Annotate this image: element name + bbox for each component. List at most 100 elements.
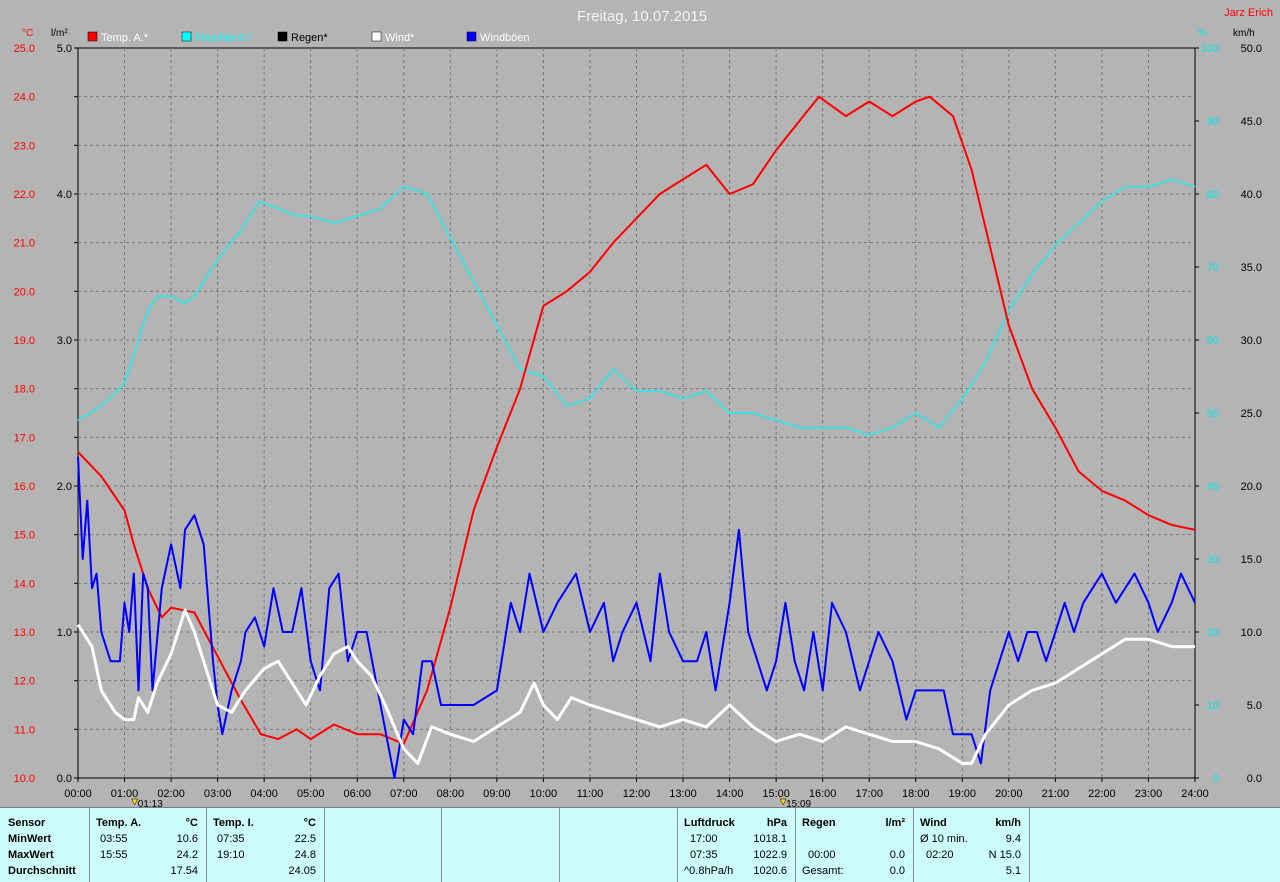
pressure-min-time: 17:00 (690, 833, 718, 845)
x-tick-label: 07:00 (390, 788, 418, 800)
temp-tick-label: 24.0 (14, 92, 35, 104)
weather-chart: Freitag, 10.07.2015 Jarz Erich °C l/m² %… (13, 7, 1273, 807)
hum-tick-label: 80 (1207, 189, 1219, 201)
wind-tick-label: 15.0 (1241, 554, 1262, 566)
x-tick-label: 08:00 (437, 788, 465, 800)
wind-header: Wind (920, 817, 947, 829)
temp-tick-label: 22.0 (14, 189, 35, 201)
series-line (77, 178, 1196, 436)
temp-i-min-time: 07:35 (217, 833, 245, 845)
hum-tick-label: 0 (1213, 773, 1219, 785)
wind-tick-label: 25.0 (1241, 408, 1262, 420)
temp-i-header: Temp. I. (213, 817, 254, 829)
temp-a-min-value: 10.6 (176, 833, 198, 845)
hum-tick-label: 50 (1207, 408, 1219, 420)
pressure-unit: hPa (766, 817, 787, 829)
hum-tick-label: 40 (1207, 481, 1219, 493)
wind-tick-label: 5.0 (1247, 700, 1262, 712)
legend-label: Temp. A.* (101, 32, 149, 44)
author-label: Jarz Erich (1224, 7, 1273, 19)
hum-tick-label: 70 (1207, 262, 1219, 274)
summary-panel: Sensor MinWert MaxWert Durchschnitt Temp… (0, 807, 1280, 882)
temp-a-unit: °C (185, 817, 198, 829)
x-tick-label: 01:00 (111, 788, 139, 800)
y-axes: 10.0 11.0 12.0 13.0 14.0 15.0 16.0 17.0 18.0 19.0… (14, 43, 1262, 785)
row-label-max: MaxWert (8, 849, 54, 861)
grid (77, 47, 1196, 779)
legend: Temp. A.* Feuchte A.* Regen* Wind* Windböen (87, 31, 530, 44)
wind-tick-label: 20.0 (1241, 481, 1262, 493)
rain-tick-label: 2.0 (57, 481, 72, 493)
rain-total-label: Gesamt: (802, 865, 844, 877)
wind-unit: km/h (995, 817, 1021, 829)
rain-tick-label: 4.0 (57, 189, 72, 201)
wind-avg-label: Ø 10 min. (920, 833, 968, 845)
rain-tick-label: 3.0 (57, 335, 72, 347)
temp-tick-label: 19.0 (14, 335, 35, 347)
x-tick-label: 04:00 (250, 788, 278, 800)
sensor-header: Sensor (8, 817, 46, 829)
wind-avg-value: 9.4 (1005, 833, 1021, 845)
legend-swatch (87, 31, 98, 42)
temp-tick-label: 18.0 (14, 384, 35, 396)
x-tick-label: 21:00 (1042, 788, 1070, 800)
empty-column-3 (560, 808, 678, 882)
temp-tick-label: 12.0 (14, 676, 35, 688)
x-tick-label: 15:00 (762, 788, 790, 800)
temp-i-min-value: 22.5 (294, 833, 316, 845)
marker-label: 01:13 (138, 799, 163, 807)
wind-tick-label: 10.0 (1241, 627, 1262, 639)
marker-icon (779, 798, 787, 806)
wind-tick-label: 0.0 (1247, 773, 1262, 785)
x-tick-label: 19:00 (949, 788, 977, 800)
temp-tick-label: 14.0 (14, 578, 35, 590)
temp-a-min-time: 03:55 (100, 833, 128, 845)
rain-tick-label: 5.0 (57, 43, 72, 55)
temp-tick-label: 17.0 (14, 432, 35, 444)
x-tick-label: 18:00 (902, 788, 930, 800)
rain-header: Regen (802, 817, 836, 829)
wind-tick-label: 50.0 (1241, 43, 1262, 55)
pressure-avg-value: 1020.6 (753, 865, 787, 877)
temp-tick-label: 25.0 (14, 43, 35, 55)
marker-label: 15:09 (786, 799, 811, 807)
temp-tick-label: 11.0 (14, 724, 35, 736)
temp-i-unit: °C (303, 817, 316, 829)
x-tick-label: 06:00 (343, 788, 371, 800)
temp-i-max-time: 19:10 (217, 849, 245, 861)
legend-label: Feuchte A.* (195, 32, 253, 44)
legend-swatch (277, 31, 288, 42)
temp-a-avg-value: 17.54 (170, 865, 198, 877)
rain-value: 0.0 (889, 849, 905, 861)
x-tick-label: 20:00 (995, 788, 1023, 800)
legend-swatch (181, 31, 192, 42)
wind-tick-label: 45.0 (1241, 116, 1262, 128)
pressure-max-time: 07:35 (690, 849, 718, 861)
rain-unit: l/m² (885, 817, 905, 829)
x-tick-label: 16:00 (809, 788, 837, 800)
temp-tick-label: 10.0 (14, 773, 35, 785)
rain-time: 00:00 (808, 849, 836, 861)
x-tick-label: 05:00 (297, 788, 325, 800)
rain-tick-label: 1.0 (57, 627, 72, 639)
temp-a-max-time: 15:55 (100, 849, 128, 861)
empty-column-2 (442, 808, 560, 882)
x-tick-label: 11:00 (577, 788, 604, 800)
marker-icon (131, 798, 139, 806)
temp-i-max-value: 24.8 (294, 849, 316, 861)
legend-swatch (371, 31, 382, 42)
temp-axis-unit: °C (22, 28, 33, 39)
legend-swatch (466, 31, 477, 42)
hum-tick-label: 10 (1207, 700, 1219, 712)
pressure-column: Luftdruck hPa 17:00 07:35 ^0.8hPa/h 1018… (678, 808, 796, 882)
x-tick-label: 10:00 (530, 788, 558, 800)
x-tick-label: 03:00 (204, 788, 232, 800)
x-axis: 00:00 01:00 02:00 03:00 04:00 05:00 06:00 07:00… (64, 778, 1209, 800)
temp-a-max-value: 24.2 (176, 849, 198, 861)
hum-axis-unit: % (1198, 28, 1207, 39)
x-tick-label: 24:00 (1181, 788, 1209, 800)
temp-a-column: Temp. A. °C 03:55 15:55 10.6 24.2 17.54 (90, 808, 207, 882)
x-tick-label: 12:00 (623, 788, 651, 800)
wind-axis-unit: km/h (1233, 28, 1255, 39)
pressure-header: Luftdruck (684, 817, 735, 829)
